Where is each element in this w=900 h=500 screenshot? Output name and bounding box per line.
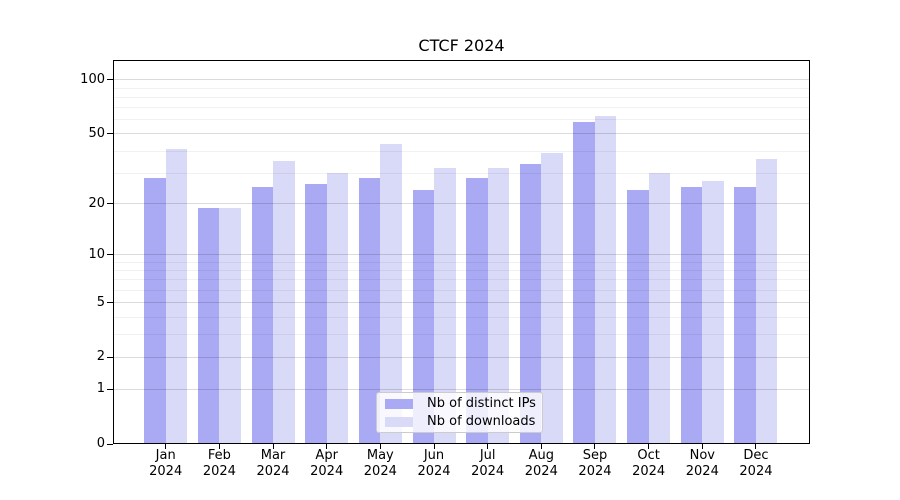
bar-distinct-ips-mar [251, 186, 274, 444]
y-tick-label: 100 [80, 71, 105, 87]
bar-distinct-ips-apr [305, 183, 327, 444]
bar-distinct-ips-jan [144, 178, 166, 444]
y-gridline-minor [113, 289, 810, 291]
y-tick [107, 388, 113, 390]
x-tick [272, 444, 274, 449]
y-tick [107, 302, 113, 304]
x-tick-label-jul: Jul 2024 [471, 448, 505, 479]
legend-label-distinct-ips: Nb of distinct IPs [427, 396, 536, 411]
legend: Nb of distinct IPs Nb of downloads [376, 392, 543, 433]
bar-downloads-may [380, 143, 402, 444]
x-tick-label-oct: Oct 2024 [632, 448, 666, 479]
y-gridline-minor [113, 150, 810, 152]
bar-distinct-ips-dec [734, 186, 756, 444]
x-tick-label-aug: Aug 2024 [524, 448, 558, 479]
y-gridline-minor [113, 261, 810, 263]
x-tick [165, 444, 167, 449]
y-tick-label: 1 [96, 381, 105, 397]
y-gridline-minor [113, 172, 810, 174]
y-gridline-minor [113, 316, 810, 318]
x-tick-label-may: May 2024 [363, 448, 397, 479]
y-tick-label: 5 [96, 294, 105, 310]
x-tick [379, 444, 381, 449]
bar-distinct-ips-nov [680, 186, 703, 444]
y-gridline-minor [113, 107, 810, 109]
y-tick-label: 0 [96, 436, 105, 451]
bar-downloads-apr [326, 173, 349, 444]
bar-downloads-jul [487, 168, 510, 444]
bar-downloads-feb [219, 207, 241, 444]
x-tick-label-feb: Feb 2024 [202, 448, 236, 479]
x-tick-label-nov: Nov 2024 [685, 448, 719, 479]
y-tick [107, 133, 113, 135]
x-tick [326, 444, 328, 449]
x-tick-label-jan: Jan 2024 [149, 448, 183, 479]
y-tick [107, 254, 113, 256]
y-gridline-major [113, 356, 810, 358]
x-tick-label-sep: Sep 2024 [578, 448, 612, 479]
bar-downloads-sep [594, 115, 617, 444]
y-gridline-major [113, 388, 810, 390]
bar-downloads-jan [165, 149, 188, 444]
x-tick-label-jun: Jun 2024 [417, 448, 451, 479]
y-gridline-minor [113, 96, 810, 98]
x-tick-label-apr: Apr 2024 [310, 448, 344, 479]
y-tick [107, 443, 113, 445]
x-tick [594, 444, 596, 449]
legend-item-downloads: Nb of downloads [385, 414, 542, 429]
x-tick-label-dec: Dec 2024 [739, 448, 773, 479]
bar-downloads-dec [755, 159, 778, 444]
y-tick-label: 50 [88, 125, 105, 141]
x-tick [755, 444, 757, 449]
y-gridline-major [113, 133, 810, 135]
bar-downloads-oct [648, 173, 671, 444]
y-tick-label: 2 [96, 349, 105, 365]
y-gridline-minor [113, 279, 810, 281]
y-gridline-major [113, 302, 810, 304]
y-tick [107, 356, 113, 358]
bar-distinct-ips-sep [573, 122, 595, 444]
chart-title: CTCF 2024 [418, 36, 505, 55]
bar-downloads-aug [541, 152, 563, 444]
x-tick [218, 444, 220, 449]
bar-downloads-nov [702, 181, 724, 444]
legend-swatch-downloads [385, 416, 413, 427]
bar-distinct-ips-oct [627, 190, 649, 444]
bar-distinct-ips-jun [412, 190, 434, 444]
bar-distinct-ips-aug [519, 163, 542, 444]
x-tick [433, 444, 435, 449]
y-gridline-minor [113, 87, 810, 89]
x-tick [540, 444, 542, 449]
y-gridline-minor [113, 334, 810, 336]
y-gridline-major [113, 79, 810, 81]
y-tick [107, 203, 113, 205]
y-tick [107, 79, 113, 81]
bar-downloads-mar [273, 161, 295, 444]
y-gridline-minor [113, 119, 810, 121]
y-tick-label: 10 [88, 246, 105, 262]
bar-distinct-ips-may [358, 178, 381, 444]
bar-downloads-jun [434, 168, 456, 444]
legend-label-downloads: Nb of downloads [427, 414, 536, 429]
legend-swatch-distinct-ips [385, 398, 413, 409]
y-gridline-major [113, 203, 810, 205]
x-tick [648, 444, 650, 449]
x-tick-label-mar: Mar 2024 [256, 448, 290, 479]
bar-distinct-ips-jul [466, 178, 488, 444]
y-tick-label: 20 [88, 195, 105, 211]
x-tick [487, 444, 489, 449]
y-gridline-minor [113, 270, 810, 272]
bar-distinct-ips-feb [197, 207, 220, 444]
legend-item-distinct-ips: Nb of distinct IPs [385, 396, 542, 411]
x-tick [701, 444, 703, 449]
y-gridline-major [113, 254, 810, 256]
